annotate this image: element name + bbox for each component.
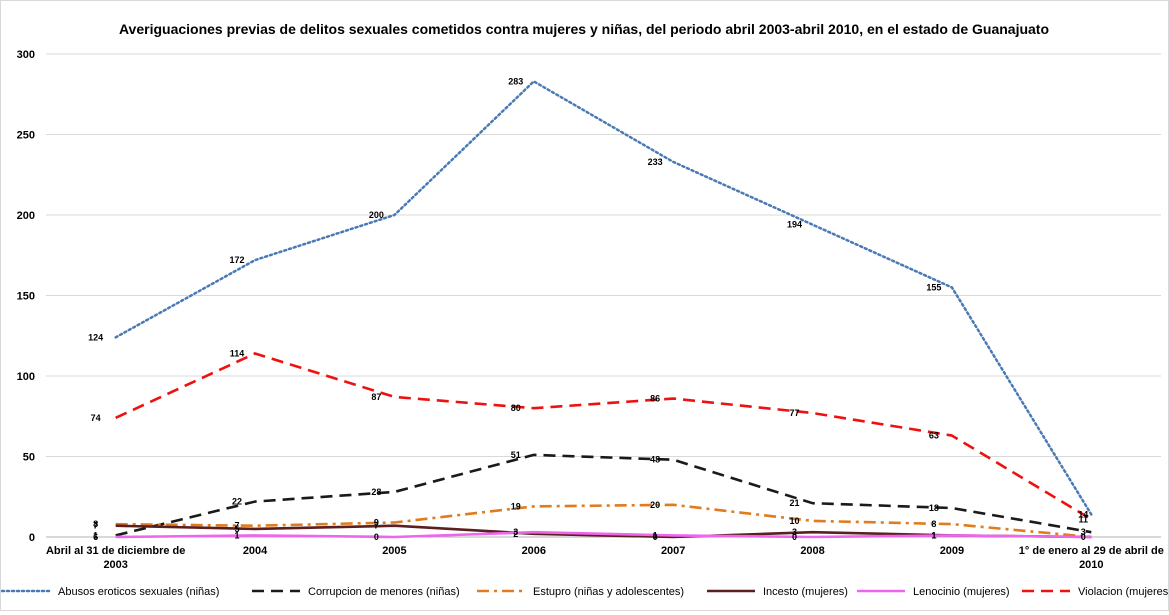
data-label: 22	[232, 497, 242, 507]
data-label: 0	[653, 532, 658, 542]
series-line-corrupcion-de-menores-ninas	[115, 453, 1092, 537]
x-tick-label: Abril al 31 de diciembre de	[46, 545, 185, 557]
data-label: 6	[93, 532, 98, 542]
legend-item-incesto-mujeres: Incesto (mujeres)	[707, 586, 848, 598]
data-label: 194	[787, 220, 802, 230]
data-label: 9	[374, 518, 379, 528]
data-label: 5	[235, 524, 240, 534]
x-tick-label: 2004	[243, 545, 268, 557]
data-label: 233	[648, 157, 663, 167]
x-tick-label: 2006	[522, 545, 546, 557]
legend-item-abusos-eroticos-sexuales-ninas: Abusos eroticos sexuales (niñas)	[0, 586, 219, 598]
y-axis: 0 50 100 150 200 250 300	[17, 49, 35, 544]
data-label: 86	[650, 394, 660, 404]
data-label: 2	[513, 529, 518, 539]
series-line-lenocinio-mujeres	[115, 530, 1092, 539]
data-label: 1	[235, 530, 240, 540]
x-tick-label: 2010	[1079, 559, 1103, 571]
y-tick-label: 300	[17, 49, 35, 61]
data-label: 20	[650, 500, 660, 510]
x-tick-label: 2005	[382, 545, 406, 557]
x-axis: Abril al 31 de diciembre de 2003 2004 2005 2…	[46, 545, 1164, 571]
legend-label: Corrupcion de menores (niñas)	[308, 586, 460, 598]
data-label: 283	[508, 76, 523, 86]
data-label: 74	[91, 413, 101, 423]
data-label: 200	[369, 210, 384, 220]
y-tick-label: 150	[17, 291, 35, 303]
data-label: 7	[374, 521, 379, 531]
series-line-abusos-eroticos-sexuales-ninas	[114, 80, 1093, 516]
data-label: 3	[1081, 527, 1086, 537]
legend: Abusos eroticos sexuales (niñas) Corrupci…	[0, 586, 1169, 598]
legend-item-lenocinio-mujeres: Lenocinio (mujeres)	[857, 586, 1010, 598]
x-tick-label: 1° de enero al 29 de abril de	[1019, 545, 1164, 557]
data-label: 1	[653, 530, 658, 540]
data-label: 1	[93, 530, 98, 540]
data-label: 10	[790, 516, 800, 526]
x-tick-label: 2009	[940, 545, 964, 557]
series-line-estupro-ninas-y-adolescentes	[115, 503, 1092, 539]
data-label: 124	[88, 332, 103, 342]
data-label: 1	[931, 530, 936, 540]
x-tick-label: 2003	[103, 559, 127, 571]
data-label: 1	[931, 530, 936, 540]
legend-label: Incesto (mujeres)	[763, 586, 848, 598]
data-label: 63	[929, 431, 939, 441]
data-label: 77	[790, 408, 800, 418]
data-label: 51	[511, 450, 521, 460]
data-label: 7	[235, 521, 240, 531]
legend-item-estupro-ninas-y-adolescentes: Estupro (niñas y adolescentes)	[477, 586, 684, 598]
y-tick-label: 250	[17, 130, 35, 142]
data-label: 172	[230, 255, 245, 265]
data-labels: 1241722002832331941551474114878086776311…	[88, 76, 1088, 542]
data-label: 18	[929, 503, 939, 513]
legend-label: Abusos eroticos sexuales (niñas)	[58, 586, 219, 598]
chart-title: Averiguaciones previas de delitos sexual…	[119, 21, 1049, 37]
legend-label: Lenocinio (mujeres)	[913, 586, 1010, 598]
data-label: 8	[93, 519, 98, 529]
series-line-violacion-mujeres	[115, 352, 1092, 521]
y-tick-label: 0	[29, 532, 35, 544]
series-lines	[114, 80, 1093, 539]
data-label: 8	[931, 519, 936, 529]
data-label: 0	[374, 532, 379, 542]
data-label: 21	[790, 498, 800, 508]
data-label: 87	[371, 392, 381, 402]
y-tick-label: 100	[17, 371, 35, 383]
legend-item-violacion-mujeres: Violacion (mujeres)	[1022, 586, 1169, 598]
data-label: 48	[650, 455, 660, 465]
data-label: 155	[926, 282, 941, 292]
data-label: 114	[230, 348, 245, 358]
data-label: 11	[1079, 514, 1089, 524]
y-tick-label: 200	[17, 210, 35, 222]
x-tick-label: 2008	[800, 545, 824, 557]
legend-label: Violacion (mujeres)	[1078, 586, 1168, 598]
legend-item-corrupcion-de-menores-ninas: Corrupcion de menores (niñas)	[252, 586, 460, 598]
data-label: 0	[792, 532, 797, 542]
data-label: 0	[1081, 532, 1086, 542]
gridlines	[46, 53, 1161, 538]
data-label: 80	[511, 403, 521, 413]
data-label: 28	[371, 487, 381, 497]
legend-label: Estupro (niñas y adolescentes)	[533, 586, 684, 598]
x-tick-label: 2007	[661, 545, 685, 557]
data-label: 3	[792, 527, 797, 537]
data-label: 14	[1078, 509, 1088, 519]
data-label: 7	[93, 521, 98, 531]
y-tick-label: 50	[23, 452, 35, 464]
data-label: 19	[511, 501, 521, 511]
data-label: 3	[513, 527, 518, 537]
